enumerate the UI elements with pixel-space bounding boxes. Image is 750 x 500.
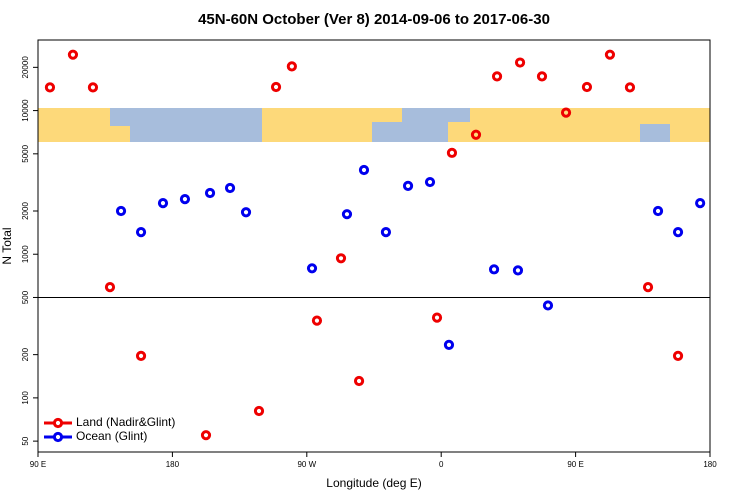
point: [536, 71, 548, 82]
point: [104, 282, 116, 293]
point: [311, 315, 323, 326]
map-land: [262, 108, 372, 142]
map-sea: [640, 124, 670, 142]
point: [353, 375, 365, 387]
point: [204, 187, 216, 199]
point: [240, 207, 252, 218]
point: [224, 182, 236, 194]
x-axis-label: Longitude (deg E): [326, 476, 421, 490]
point: [512, 265, 524, 276]
point: [179, 193, 191, 205]
map-land: [470, 108, 710, 142]
point: [560, 107, 572, 118]
x-tick-label: 180: [703, 460, 717, 469]
point: [581, 81, 593, 93]
point: [402, 180, 414, 192]
legend-marker: [52, 431, 64, 443]
x-tick-label: 90 E: [30, 460, 46, 469]
point: [624, 82, 636, 93]
map-land: [372, 108, 402, 122]
point: [604, 49, 616, 60]
point: [380, 227, 392, 238]
point: [431, 312, 443, 323]
legend-label: Land (Nadir&Glint): [76, 415, 175, 429]
point: [200, 430, 212, 441]
point: [424, 176, 436, 188]
point: [488, 264, 500, 275]
point: [672, 350, 684, 361]
y-tick-label: 5000: [21, 144, 30, 162]
point: [470, 129, 482, 140]
point: [358, 164, 370, 176]
point: [306, 263, 318, 274]
x-tick-label: 0: [439, 460, 444, 469]
point: [135, 227, 147, 238]
y-tick-label: 20000: [21, 56, 30, 79]
legend: [40, 414, 190, 446]
point: [443, 339, 455, 350]
y-axis-label: N Total: [0, 227, 14, 264]
x-tick-label: 90 W: [297, 460, 316, 469]
point: [135, 350, 147, 361]
point: [672, 227, 684, 238]
point: [542, 300, 554, 311]
x-tick-label: 180: [166, 460, 180, 469]
chart-title: 45N-60N October (Ver 8) 2014-09-06 to 20…: [198, 11, 550, 28]
point: [286, 61, 297, 72]
point: [652, 205, 664, 217]
map-band: [38, 108, 710, 142]
point: [491, 71, 503, 82]
point: [253, 405, 265, 417]
point: [514, 57, 526, 68]
y-tick-label: 10000: [21, 99, 30, 122]
point: [157, 197, 169, 209]
point: [44, 82, 56, 93]
y-tick-label: 2000: [21, 202, 30, 220]
y-tick-label: 500: [21, 290, 30, 304]
point: [115, 205, 127, 217]
point: [67, 49, 79, 60]
plot-frame: [37, 39, 711, 453]
x-tick-label: 90 E: [567, 460, 583, 469]
point: [270, 81, 282, 93]
y-tick-label: 100: [21, 391, 30, 405]
y-tick-label: 50: [21, 436, 30, 445]
point: [642, 282, 654, 293]
legend-marker: [52, 417, 64, 429]
point: [335, 253, 347, 264]
legend-label: Ocean (Glint): [76, 429, 147, 443]
map-land: [38, 108, 110, 142]
point: [87, 82, 99, 93]
y-tick-label: 1000: [21, 245, 30, 263]
point: [341, 209, 353, 220]
point: [695, 197, 706, 209]
point: [446, 147, 458, 158]
map-land: [110, 126, 130, 142]
y-tick-label: 200: [21, 347, 30, 361]
